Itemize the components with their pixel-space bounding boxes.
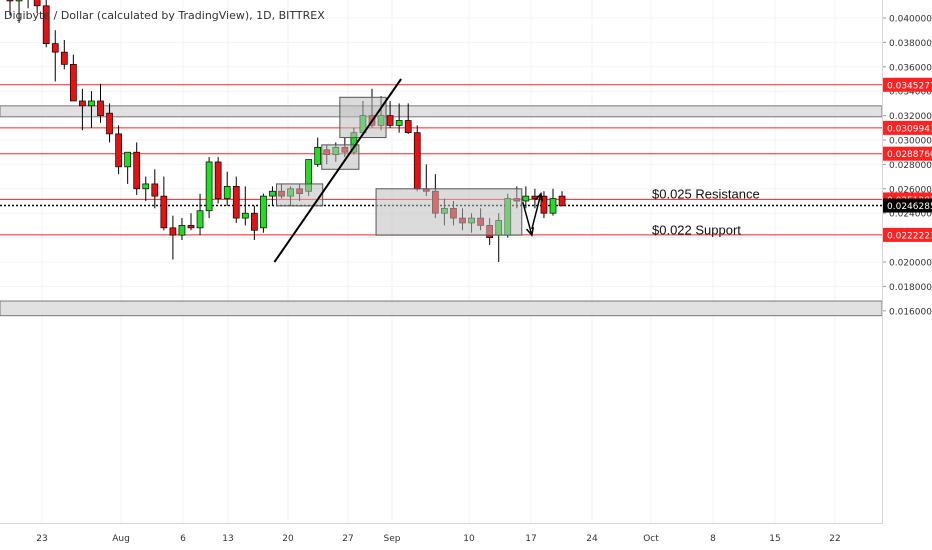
candle-body (106, 112, 113, 135)
candle-body (251, 212, 258, 231)
candle-body (549, 198, 557, 214)
x-tick-label: Oct (643, 534, 659, 544)
x-tick-label: 20 (282, 534, 294, 544)
level-annotation: $0.022 Support (652, 223, 741, 238)
candle-body (314, 146, 322, 165)
projection-arrow-head (526, 227, 535, 237)
y-tick-label: 0.02800000 (889, 161, 932, 171)
candle-body (187, 225, 195, 229)
time-axis[interactable]: 23 Aug 6 13 20 27 Sep 10 17 24 Oct 8 15 22 (36, 534, 840, 544)
projection-arrow (522, 202, 533, 236)
y-tick-label: 0.03600000 (889, 63, 932, 73)
candle-body (60, 51, 68, 65)
x-tick-label: 13 (222, 534, 233, 544)
candle-body (124, 151, 132, 168)
candle-body (260, 195, 267, 229)
candle-body (395, 120, 403, 126)
candle-body (205, 161, 213, 212)
level-annotation: $0.025 Resistance (652, 187, 760, 202)
level-price-label: 0.03099412 (887, 124, 932, 134)
range-box (276, 183, 324, 207)
x-tick-label: 8 (710, 534, 716, 544)
x-tick-label: 24 (586, 534, 598, 544)
y-tick-label: 0.02600000 (889, 185, 932, 195)
projection-arrow (531, 193, 542, 230)
y-tick-label: 0.01800000 (889, 283, 932, 293)
candle-body (133, 151, 141, 190)
x-tick-label: 10 (463, 534, 475, 544)
candle-body (558, 195, 566, 207)
candle-body (69, 64, 77, 102)
candle-body (214, 161, 222, 199)
current-price-label-bg (883, 198, 932, 213)
x-tick-label: 15 (769, 534, 780, 544)
trend-line (273, 78, 402, 263)
shaded-zone (0, 105, 883, 118)
candle-body (413, 132, 421, 190)
range-box (339, 96, 387, 139)
candle-body (522, 195, 530, 202)
chart-grid (0, 0, 882, 524)
y-tick-label: 0.03200000 (889, 112, 932, 122)
y-tick-label: 0.01600000 (889, 307, 932, 317)
level-price-label-bg (883, 146, 932, 161)
x-tick-label: 27 (342, 534, 353, 544)
candle-body (33, 0, 41, 7)
level-price-label: 0.03452778 (887, 81, 932, 91)
price-axis-divider (882, 0, 883, 524)
candle-body (142, 183, 150, 190)
level-price-label-bg (883, 120, 932, 135)
candle-body (540, 195, 548, 214)
candle-body (160, 195, 168, 229)
candle-body (404, 120, 412, 134)
candle-body (79, 100, 86, 107)
x-tick-label: Aug (112, 534, 130, 544)
y-tick-label: 0.02400000 (889, 210, 932, 220)
x-tick-label: 23 (36, 534, 47, 544)
candle-body (196, 210, 204, 229)
level-price-label-bg (883, 227, 932, 242)
y-tick-label: 0.02000000 (889, 259, 932, 269)
level-price-label: 0.02887601 (887, 150, 932, 160)
candle-body (232, 186, 240, 219)
candle-body (115, 133, 122, 168)
candle-body (178, 225, 186, 236)
range-box (375, 188, 523, 236)
candle-body (269, 190, 276, 197)
candle-body (241, 212, 249, 219)
level-price-label: 0.02222232 (887, 231, 932, 241)
candle-body (386, 115, 394, 126)
candle-body (151, 183, 159, 197)
candle-body (42, 5, 50, 44)
x-tick-label: Sep (384, 534, 401, 544)
y-tick-label: 0.03000000 (889, 137, 932, 147)
candle-body (97, 100, 104, 116)
projection-arrow-head (535, 192, 544, 202)
candle-body (6, 0, 14, 2)
y-tick-label: 0.03800000 (889, 39, 932, 49)
x-tick-label: 17 (525, 534, 536, 544)
candle-body (223, 186, 231, 199)
level-price-label-bg (883, 77, 932, 92)
candle-body (51, 43, 59, 53)
x-tick-label: 22 (829, 534, 840, 544)
drawing-tools: $0.025 Resistance $0.022 Support (273, 78, 760, 263)
time-axis-divider (0, 523, 882, 524)
candle-body (88, 100, 95, 107)
y-tick-label: 0.04000000 (889, 15, 932, 25)
candle-body (169, 227, 177, 236)
x-tick-label: 6 (180, 534, 186, 544)
y-tick-label: 0.03400000 (889, 88, 932, 98)
candle-body (15, 0, 23, 2)
chart-title: Digibyte / Dollar (calculated by Trading… (4, 9, 325, 22)
price-axis[interactable]: 0.04000000 0.03800000 0.03600000 0.03400000… (882, 15, 932, 318)
current-price-label: 0.02462858 (887, 202, 932, 212)
shaded-zone (0, 300, 883, 317)
